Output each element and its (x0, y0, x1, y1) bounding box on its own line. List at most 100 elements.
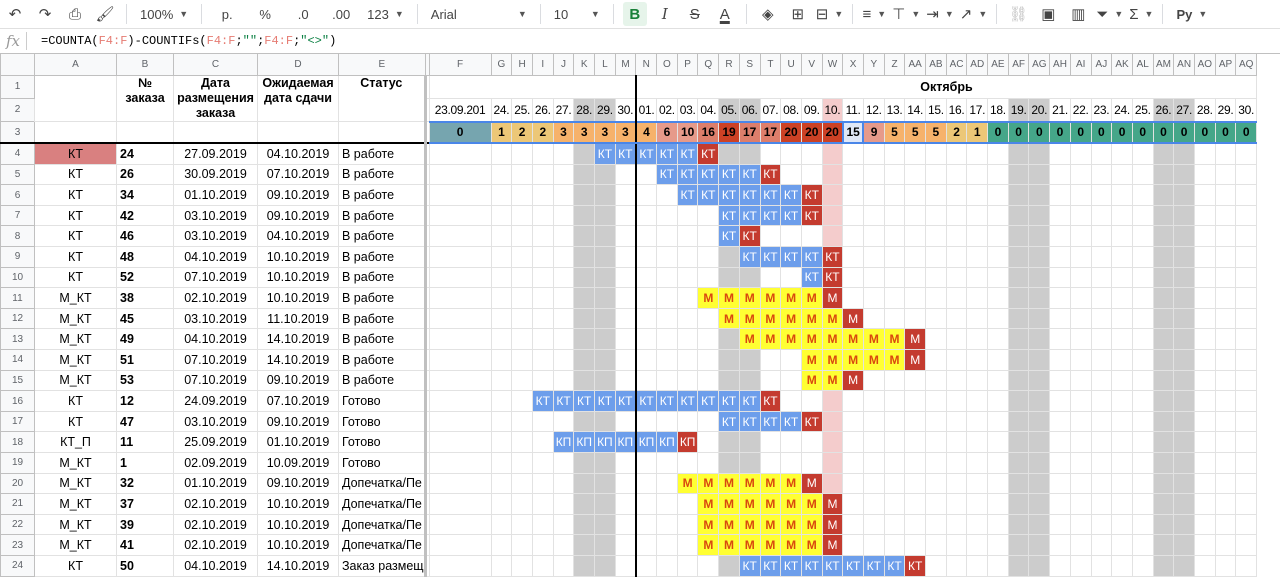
gantt-bar-cell[interactable]: КТ (780, 554, 802, 577)
order-type-cell[interactable]: М_КТ (34, 452, 117, 474)
gantt-cell[interactable] (531, 142, 554, 165)
gantt-cell[interactable] (1007, 369, 1030, 392)
gantt-cell[interactable] (862, 369, 885, 392)
gantt-cell[interactable] (552, 163, 575, 186)
gantt-bar-cell[interactable]: КТ (800, 554, 823, 577)
gantt-cell[interactable] (1214, 534, 1237, 556)
column-header[interactable]: O (656, 53, 678, 76)
gantt-cell[interactable] (904, 287, 927, 309)
gantt-cell[interactable] (1007, 390, 1030, 412)
gantt-cell[interactable] (635, 410, 658, 433)
gantt-bar-cell[interactable]: КТ (718, 163, 740, 186)
gantt-cell[interactable] (1235, 452, 1258, 474)
gantt-cell[interactable] (945, 349, 968, 371)
gantt-cell[interactable] (635, 513, 658, 536)
gantt-bar-cell[interactable]: М (883, 328, 906, 351)
load-count[interactable]: 0 (428, 120, 492, 145)
order-type-cell[interactable]: М_КТ (34, 328, 117, 351)
gantt-cell[interactable] (987, 204, 1009, 227)
gantt-cell[interactable] (614, 349, 637, 371)
gantt-cell[interactable] (718, 246, 740, 268)
gantt-cell[interactable] (490, 431, 513, 453)
italic-button[interactable]: I (661, 5, 668, 23)
gantt-bar-cell[interactable]: М (904, 349, 927, 371)
gantt-bar-cell[interactable]: М (738, 287, 761, 309)
gantt-cell[interactable] (1235, 369, 1258, 392)
gantt-cell[interactable] (842, 266, 864, 289)
gantt-cell[interactable] (925, 225, 947, 248)
gantt-bar-cell[interactable]: М (738, 307, 761, 330)
gantt-cell[interactable] (738, 369, 761, 392)
status-cell[interactable]: Допечатка/Пе (338, 534, 426, 556)
gantt-cell[interactable] (904, 307, 927, 330)
gantt-cell[interactable] (656, 493, 678, 515)
gantt-cell[interactable] (1069, 493, 1092, 515)
gantt-bar-cell[interactable]: КТ (759, 390, 782, 412)
status-cell[interactable]: В работе (338, 349, 426, 371)
gantt-cell[interactable] (490, 452, 513, 474)
gantt-cell[interactable] (635, 554, 658, 577)
gantt-cell[interactable] (1235, 266, 1258, 289)
order-number-cell[interactable]: 42 (116, 204, 174, 227)
gantt-cell[interactable] (1131, 225, 1154, 248)
gantt-cell[interactable] (925, 246, 947, 268)
gantt-cell[interactable] (614, 554, 637, 577)
gantt-cell[interactable] (925, 204, 947, 227)
gantt-cell[interactable] (1193, 287, 1216, 309)
gantt-cell[interactable] (800, 225, 823, 248)
print-icon[interactable]: ⎙ (68, 5, 81, 23)
gantt-cell[interactable] (490, 410, 513, 433)
column-header[interactable]: C (173, 53, 258, 76)
gantt-cell[interactable] (1028, 287, 1051, 309)
gantt-bar-cell[interactable]: М (821, 513, 844, 536)
gantt-bar-cell[interactable]: КТ (531, 390, 554, 412)
gantt-bar-cell[interactable]: М (800, 369, 823, 392)
timeline-date[interactable]: 17. (966, 97, 989, 123)
gantt-bar-cell[interactable]: М (697, 493, 720, 515)
gantt-cell[interactable] (966, 554, 989, 577)
gantt-cell[interactable] (945, 225, 968, 248)
gantt-cell[interactable] (573, 328, 596, 351)
gantt-cell[interactable] (1090, 184, 1113, 206)
gantt-cell[interactable] (1173, 307, 1195, 330)
status-cell[interactable]: В работе (338, 184, 426, 206)
gantt-cell[interactable] (883, 431, 906, 453)
gantt-cell[interactable] (904, 184, 927, 206)
gantt-cell[interactable] (821, 410, 844, 433)
gantt-cell[interactable] (904, 163, 927, 186)
gantt-cell[interactable] (1090, 307, 1113, 330)
gantt-cell[interactable] (1193, 349, 1216, 371)
gantt-bar-cell[interactable]: М (738, 328, 761, 351)
timeline-date[interactable]: 24. (1111, 97, 1133, 123)
gantt-cell[interactable] (676, 513, 699, 536)
gantt-cell[interactable] (594, 369, 616, 392)
column-header[interactable]: I (531, 53, 554, 76)
gantt-cell[interactable] (821, 431, 844, 453)
column-header[interactable]: K (573, 53, 596, 76)
timeline-date[interactable]: 02. (656, 97, 678, 123)
load-count[interactable]: 0 (987, 120, 1009, 145)
filter-icon[interactable]: ⏷ ▼ (1096, 5, 1124, 23)
status-cell[interactable]: Допечатка/Пе (338, 493, 426, 515)
gantt-bar-cell[interactable]: М (800, 534, 823, 556)
gantt-cell[interactable] (925, 534, 947, 556)
gantt-cell[interactable] (1090, 246, 1113, 268)
gantt-cell[interactable] (1028, 184, 1051, 206)
gantt-cell[interactable] (1193, 369, 1216, 392)
gantt-cell[interactable] (1028, 452, 1051, 474)
gantt-bar-cell[interactable]: М (759, 287, 782, 309)
gantt-cell[interactable] (573, 307, 596, 330)
more-formats-select[interactable]: 123 ▼ (367, 6, 404, 22)
gantt-cell[interactable] (987, 369, 1009, 392)
gantt-cell[interactable] (428, 513, 492, 536)
gantt-bar-cell[interactable]: М (821, 287, 844, 309)
column-header[interactable]: M (614, 53, 637, 76)
gantt-cell[interactable] (511, 472, 533, 495)
gantt-bar-cell[interactable]: КТ (759, 163, 782, 186)
gantt-cell[interactable] (697, 554, 720, 577)
gantt-cell[interactable] (1111, 431, 1133, 453)
gantt-cell[interactable] (1090, 534, 1113, 556)
gantt-cell[interactable] (966, 287, 989, 309)
gantt-cell[interactable] (1173, 369, 1195, 392)
gantt-cell[interactable] (1090, 287, 1113, 309)
